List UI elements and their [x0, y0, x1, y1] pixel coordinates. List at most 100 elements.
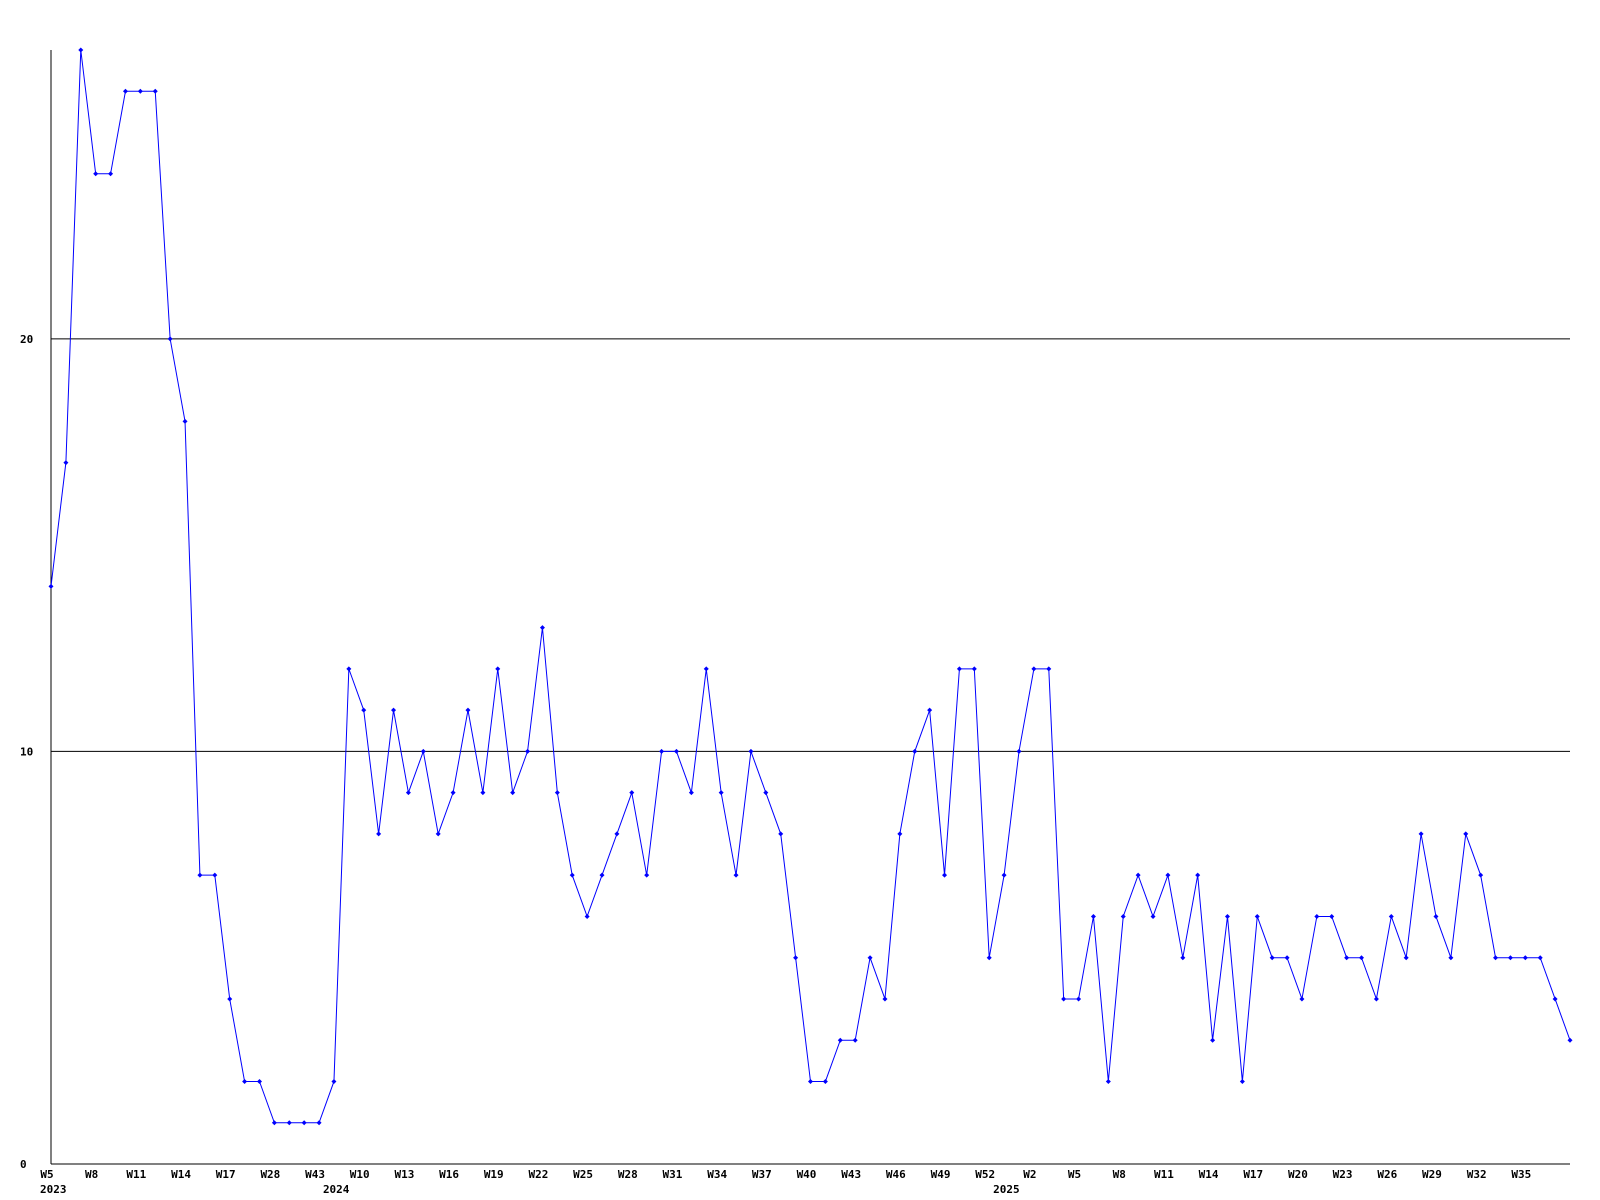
- point: [808, 1078, 813, 1084]
- point: [63, 460, 69, 466]
- point: [673, 748, 679, 754]
- point: [897, 831, 903, 837]
- x-tick-label: W28: [618, 1168, 638, 1181]
- point: [1552, 996, 1558, 1002]
- x-tick-label: W14: [171, 1168, 191, 1181]
- point: [197, 872, 203, 878]
- x-tick-label: W20: [1288, 1168, 1308, 1181]
- point: [1478, 872, 1484, 878]
- x-tick-label: W10: [350, 1168, 370, 1181]
- y-tick-label: 20: [20, 333, 33, 346]
- point: [316, 1120, 322, 1126]
- point: [376, 831, 382, 837]
- point: [331, 1078, 337, 1084]
- x-tick-label: W49: [931, 1168, 951, 1181]
- point: [718, 790, 724, 796]
- x-tick-label: W16: [439, 1168, 459, 1181]
- point: [137, 88, 143, 94]
- point: [971, 666, 977, 672]
- x-tick-label: W25: [573, 1168, 593, 1181]
- point: [480, 790, 486, 796]
- year-label: 2023: [40, 1183, 67, 1196]
- point: [182, 418, 188, 424]
- point: [703, 666, 709, 672]
- point: [659, 748, 665, 754]
- point: [525, 748, 531, 754]
- point: [748, 748, 754, 754]
- x-tick-label: W17: [1243, 1168, 1263, 1181]
- x-tick-label: W14: [1199, 1168, 1219, 1181]
- point: [1284, 955, 1290, 961]
- point: [986, 955, 992, 961]
- point: [1135, 872, 1141, 878]
- point: [1031, 666, 1037, 672]
- point: [93, 171, 99, 177]
- year-label: 2025: [993, 1183, 1020, 1196]
- point: [1254, 913, 1260, 919]
- point: [122, 88, 128, 94]
- point: [1076, 996, 1082, 1002]
- point: [1314, 913, 1320, 919]
- point: [1507, 955, 1513, 961]
- point: [1269, 955, 1275, 961]
- point: [271, 1120, 277, 1126]
- point: [1239, 1078, 1245, 1084]
- point: [510, 790, 516, 796]
- point: [1090, 913, 1096, 919]
- point: [778, 831, 784, 837]
- x-tick-label: W43: [305, 1168, 325, 1181]
- point: [495, 666, 501, 672]
- point: [1210, 1037, 1216, 1043]
- point: [1463, 831, 1469, 837]
- point: [629, 790, 635, 796]
- line: [50, 49, 1571, 1124]
- point: [152, 88, 158, 94]
- point: [1373, 996, 1379, 1002]
- y-tick-label: 0: [20, 1158, 27, 1171]
- x-tick-label: W29: [1422, 1168, 1442, 1181]
- point: [867, 955, 873, 961]
- x-tick-label: W22: [529, 1168, 549, 1181]
- x-tick-label: W2: [1023, 1168, 1036, 1181]
- point: [1537, 955, 1543, 961]
- point: [1493, 955, 1499, 961]
- x-tick-label: W5: [1068, 1168, 1081, 1181]
- point: [852, 1037, 858, 1043]
- x-tick-label: W52: [975, 1168, 995, 1181]
- point: [1195, 872, 1201, 878]
- x-tick-label: W5: [40, 1168, 53, 1181]
- point: [212, 872, 218, 878]
- x-tick-label: W32: [1467, 1168, 1487, 1181]
- point: [242, 1078, 248, 1084]
- point: [1522, 955, 1528, 961]
- point: [614, 831, 620, 837]
- x-tick-label: W11: [1154, 1168, 1174, 1181]
- point: [837, 1037, 843, 1043]
- point: [1016, 748, 1022, 754]
- point: [1359, 955, 1365, 961]
- point: [48, 583, 54, 589]
- point: [286, 1120, 292, 1126]
- x-tick-label: W26: [1377, 1168, 1397, 1181]
- point: [1120, 913, 1126, 919]
- point: [1344, 955, 1350, 961]
- point: [108, 171, 114, 177]
- x-tick-label: W28: [260, 1168, 280, 1181]
- point: [569, 872, 575, 878]
- point: [644, 872, 650, 878]
- point: [1224, 913, 1230, 919]
- point: [1180, 955, 1186, 961]
- point: [1329, 913, 1335, 919]
- point: [227, 996, 233, 1002]
- x-tick-label: W8: [85, 1168, 98, 1181]
- point: [793, 955, 799, 961]
- point: [882, 996, 888, 1002]
- point: [435, 831, 441, 837]
- point: [256, 1078, 262, 1084]
- point: [942, 872, 948, 878]
- point: [688, 790, 694, 796]
- point: [822, 1078, 828, 1084]
- x-tick-label: W35: [1511, 1168, 1531, 1181]
